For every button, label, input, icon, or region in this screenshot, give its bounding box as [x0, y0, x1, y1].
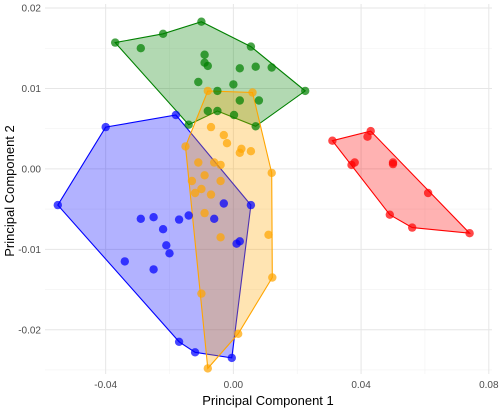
data-point [213, 106, 222, 116]
data-point [187, 176, 197, 186]
data-point [219, 199, 228, 208]
data-point [246, 200, 256, 210]
data-point [328, 136, 337, 145]
grid-lines [45, 4, 492, 374]
data-point [268, 273, 277, 282]
tick-labels: -0.04 0.00 0.04 0.08 -0.02 -0.01 0.00 0.01 0.02 [18, 4, 499, 391]
data-point [301, 86, 310, 96]
data-point [184, 211, 193, 220]
data-point [235, 148, 244, 157]
data-point [216, 176, 225, 186]
data-point [213, 86, 222, 96]
data-point [203, 106, 212, 116]
data-point [203, 86, 212, 96]
data-point [363, 132, 372, 141]
data-point [235, 64, 244, 73]
data-point [197, 17, 206, 26]
cluster-hull [331, 130, 472, 234]
data-point [350, 158, 359, 167]
x-tick-label: 0.00 [224, 380, 244, 391]
y-tick-label: 0.02 [22, 4, 42, 15]
data-point [246, 147, 256, 156]
data-point [248, 88, 257, 97]
data-point [190, 348, 200, 357]
data-point [264, 230, 273, 239]
data-point [149, 213, 158, 222]
y-axis-title: Principal Component 2 [2, 125, 17, 257]
data-point [219, 130, 228, 140]
data-point [197, 289, 206, 298]
data-point [206, 122, 216, 132]
data-point [194, 158, 203, 167]
data-point [210, 214, 219, 223]
data-point [181, 142, 190, 151]
x-tick-label: 0.04 [351, 380, 371, 391]
data-point [235, 96, 244, 105]
data-point [234, 329, 243, 338]
data-point [120, 257, 129, 266]
data-point [194, 77, 203, 87]
x-axis-title: Principal Component 1 [202, 393, 334, 408]
data-point [200, 208, 209, 218]
x-tick-label: 0.08 [479, 380, 499, 391]
data-point [111, 38, 120, 47]
data-point [251, 62, 260, 71]
data-point [158, 29, 168, 38]
data-point [388, 158, 398, 167]
data-point [200, 50, 209, 59]
data-point [210, 158, 219, 167]
data-point [267, 168, 276, 178]
data-points [53, 17, 474, 373]
data-point [158, 225, 168, 234]
y-tick-label: -0.02 [18, 325, 41, 336]
data-point [216, 160, 225, 170]
y-tick-label: -0.01 [18, 245, 41, 256]
data-point [216, 233, 225, 242]
x-tick-label: -0.04 [94, 380, 117, 391]
data-point [465, 229, 474, 238]
data-point [206, 190, 216, 199]
data-point [174, 215, 184, 224]
data-point [251, 122, 260, 131]
data-point [229, 80, 238, 89]
data-point [197, 184, 206, 194]
data-point [136, 214, 145, 223]
data-point [423, 188, 433, 198]
data-point [149, 265, 158, 274]
cluster-hulls [57, 21, 472, 370]
data-point [200, 171, 209, 180]
data-point [385, 210, 394, 219]
data-point [136, 44, 145, 53]
data-point [227, 353, 236, 363]
data-point [203, 364, 212, 373]
data-point [174, 337, 184, 346]
data-point [184, 120, 193, 129]
data-point [53, 200, 62, 210]
data-point [101, 122, 110, 132]
data-point [408, 223, 417, 232]
data-point [171, 110, 181, 120]
data-point [165, 249, 174, 258]
data-point [229, 110, 239, 120]
data-point [232, 239, 241, 248]
data-point [222, 139, 232, 148]
data-point [203, 61, 212, 71]
data-point [190, 188, 200, 198]
data-point [162, 241, 171, 250]
data-point [267, 63, 276, 72]
y-tick-label: 0.01 [22, 84, 42, 95]
data-point [246, 42, 256, 51]
y-tick-label: 0.00 [22, 164, 42, 175]
data-point [254, 96, 264, 105]
